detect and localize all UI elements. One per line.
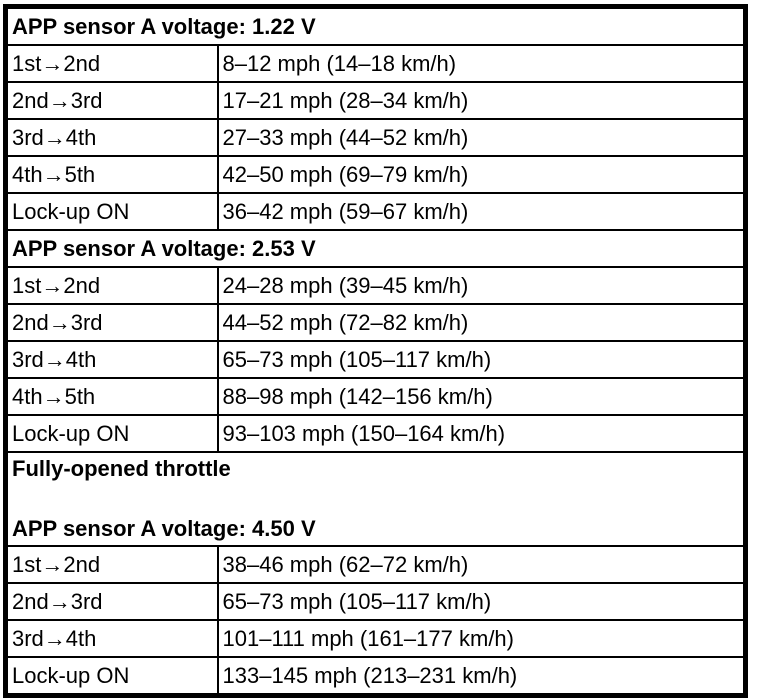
table-row: 2nd→3rd 44–52 mph (72–82 km/h) bbox=[4, 303, 747, 342]
table-row: Lock-up ON 133–145 mph (213–231 km/h) bbox=[4, 656, 747, 697]
speed-cell: 8–12 mph (14–18 km/h) bbox=[216, 44, 747, 83]
gear-cell: 2nd→3rd bbox=[4, 81, 219, 120]
gear-cell: Lock-up ON bbox=[4, 414, 219, 453]
speed-cell: 101–111 mph (161–177 km/h) bbox=[216, 619, 747, 658]
table-row: Lock-up ON 36–42 mph (59–67 km/h) bbox=[4, 192, 747, 231]
gear-cell: Lock-up ON bbox=[4, 656, 219, 697]
gear-cell: 3rd→4th bbox=[4, 619, 219, 658]
table-row: 3rd→4th 27–33 mph (44–52 km/h) bbox=[4, 118, 747, 157]
table-row: 3rd→4th 65–73 mph (105–117 km/h) bbox=[4, 340, 747, 379]
table-row: 4th→5th 42–50 mph (69–79 km/h) bbox=[4, 155, 747, 194]
table-row: 2nd→3rd 65–73 mph (105–117 km/h) bbox=[4, 582, 747, 621]
table-row: 2nd→3rd 17–21 mph (28–34 km/h) bbox=[4, 81, 747, 120]
table-row: 4th→5th 88–98 mph (142–156 km/h) bbox=[4, 377, 747, 416]
gear-cell: 2nd→3rd bbox=[4, 303, 219, 342]
speed-cell: 65–73 mph (105–117 km/h) bbox=[216, 582, 747, 621]
section-header-gap bbox=[12, 484, 739, 514]
speed-cell: 42–50 mph (69–79 km/h) bbox=[216, 155, 747, 194]
gear-cell: 3rd→4th bbox=[4, 118, 219, 157]
table-row: 3rd→4th 101–111 mph (161–177 km/h) bbox=[4, 619, 747, 658]
page: APP sensor A voltage: 1.22 V 1st→2nd 8–1… bbox=[0, 4, 768, 698]
gear-cell: 3rd→4th bbox=[4, 340, 219, 379]
gear-cell: 4th→5th bbox=[4, 377, 219, 416]
speed-cell: 38–46 mph (62–72 km/h) bbox=[216, 545, 747, 584]
section-header-row: APP sensor A voltage: 1.22 V bbox=[4, 5, 747, 46]
gear-cell: 2nd→3rd bbox=[4, 582, 219, 621]
section-header-line2: APP sensor A voltage: 4.50 V bbox=[12, 516, 316, 541]
gear-cell: 1st→2nd bbox=[4, 44, 219, 83]
section-header-row: APP sensor A voltage: 2.53 V bbox=[4, 229, 747, 268]
speed-cell: 27–33 mph (44–52 km/h) bbox=[216, 118, 747, 157]
speed-cell: 24–28 mph (39–45 km/h) bbox=[216, 266, 747, 305]
gear-cell: 1st→2nd bbox=[4, 545, 219, 584]
table-row: 1st→2nd 38–46 mph (62–72 km/h) bbox=[4, 545, 747, 584]
speed-cell: 44–52 mph (72–82 km/h) bbox=[216, 303, 747, 342]
section-header-line1: Fully-opened throttle bbox=[12, 456, 231, 481]
section-header: Fully-opened throttle APP sensor A volta… bbox=[4, 451, 747, 547]
table-row: 1st→2nd 24–28 mph (39–45 km/h) bbox=[4, 266, 747, 305]
table-row: Lock-up ON 93–103 mph (150–164 km/h) bbox=[4, 414, 747, 453]
gear-cell: 1st→2nd bbox=[4, 266, 219, 305]
speed-cell: 133–145 mph (213–231 km/h) bbox=[216, 656, 747, 697]
shift-speed-table: APP sensor A voltage: 1.22 V 1st→2nd 8–1… bbox=[3, 4, 749, 698]
speed-cell: 36–42 mph (59–67 km/h) bbox=[216, 192, 747, 231]
section-header: APP sensor A voltage: 2.53 V bbox=[4, 229, 747, 268]
speed-cell: 93–103 mph (150–164 km/h) bbox=[216, 414, 747, 453]
speed-cell: 65–73 mph (105–117 km/h) bbox=[216, 340, 747, 379]
section-header: APP sensor A voltage: 1.22 V bbox=[4, 5, 747, 46]
speed-cell: 88–98 mph (142–156 km/h) bbox=[216, 377, 747, 416]
gear-cell: Lock-up ON bbox=[4, 192, 219, 231]
section-header-row: Fully-opened throttle APP sensor A volta… bbox=[4, 451, 747, 547]
table-row: 1st→2nd 8–12 mph (14–18 km/h) bbox=[4, 44, 747, 83]
speed-cell: 17–21 mph (28–34 km/h) bbox=[216, 81, 747, 120]
gear-cell: 4th→5th bbox=[4, 155, 219, 194]
